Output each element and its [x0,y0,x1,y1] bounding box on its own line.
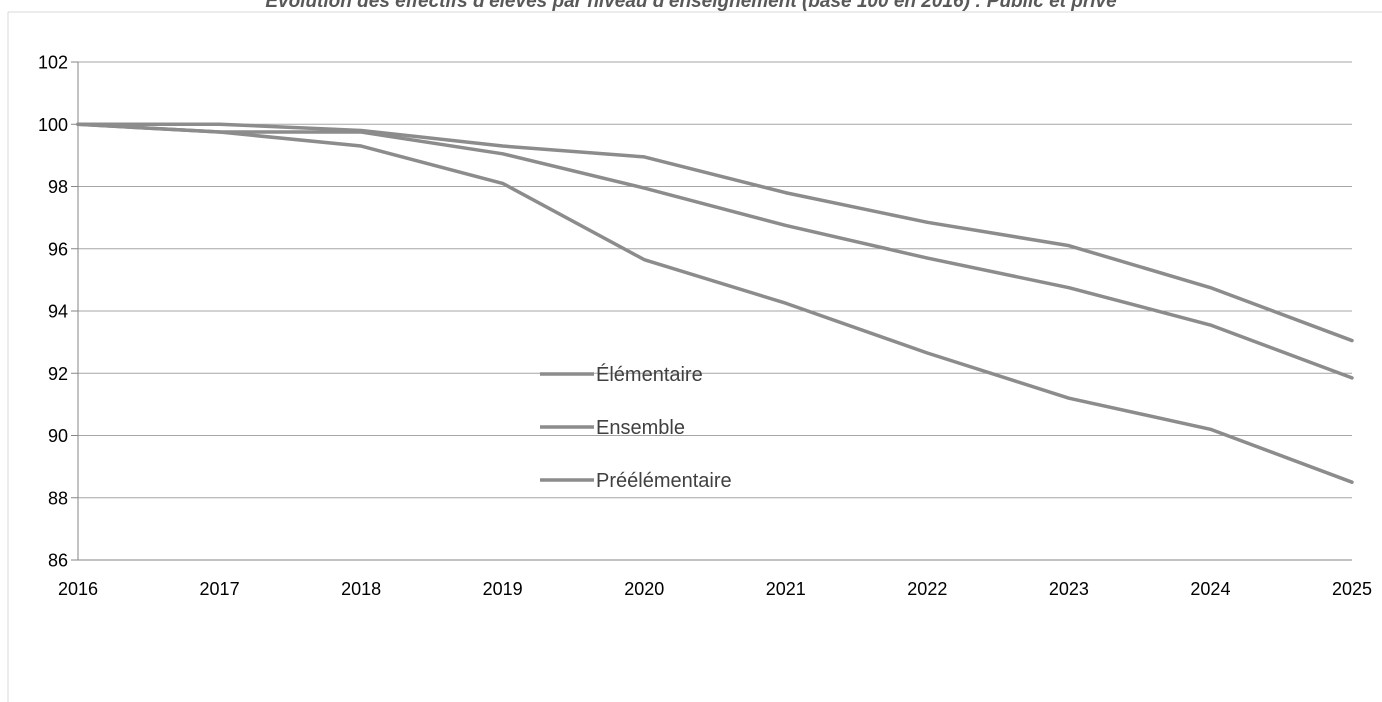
x-tick-label: 2017 [200,579,240,599]
data-point-ensemble-2022 [925,256,929,260]
data-point-preelementaire-2023 [1067,396,1071,400]
chart-title: Évolution des effectifs d'élèves par niv… [265,0,1117,12]
data-point-ensemble-2024 [1208,323,1212,327]
data-point-ensemble-2025 [1350,376,1354,380]
x-tick-label: 2019 [483,579,523,599]
x-tick-label: 2018 [341,579,381,599]
x-tick-label: 2022 [907,579,947,599]
x-tick-label: 2024 [1190,579,1230,599]
x-tick-label: 2021 [766,579,806,599]
y-tick-label: 92 [48,364,68,384]
data-point-ensemble-2023 [1067,286,1071,290]
data-point-elementaire-2023 [1067,244,1071,248]
y-tick-label: 88 [48,488,68,508]
data-point-elementaire-2022 [925,220,929,224]
data-point-preelementaire-2020 [642,258,646,262]
data-point-elementaire-2020 [642,155,646,159]
series-lines [76,122,1354,484]
data-point-preelementaire-2024 [1208,427,1212,431]
data-point-preelementaire-2025 [1350,480,1354,484]
legend-label-ensemble: Ensemble [596,417,685,439]
data-point-preelementaire-2018 [359,144,363,148]
y-tick-labels: 86 88 90 92 94 96 98 100 102 [38,53,68,571]
data-point-ensemble-2020 [642,186,646,190]
x-tick-label: 2023 [1049,579,1089,599]
legend: Élémentaire Ensemble Préélémentaire [540,363,732,492]
y-tick-label: 98 [48,177,68,197]
x-tick-label: 2016 [58,579,98,599]
x-tick-labels: 2016 2017 2018 2019 2020 2021 2022 2023 2024 2025 [58,579,1372,599]
axes [71,61,1352,561]
data-point-preelementaire-2016 [76,122,80,126]
data-point-elementaire-2025 [1350,339,1354,343]
gridlines [78,61,1352,499]
y-tick-label: 94 [48,302,68,322]
data-point-elementaire-2024 [1208,286,1212,290]
y-tick-label: 100 [38,115,68,135]
data-point-ensemble-2019 [501,152,505,156]
data-point-preelementaire-2021 [784,301,788,305]
data-point-preelementaire-2019 [501,181,505,185]
y-tick-label: 102 [38,53,68,73]
y-tick-label: 86 [48,551,68,571]
data-point-ensemble-2021 [784,223,788,227]
series-line-ensemble [76,122,1354,380]
y-tick-label: 90 [48,426,68,446]
legend-label-preelementaire: Préélémentaire [596,470,732,492]
data-point-elementaire-2017 [218,122,222,126]
data-point-preelementaire-2017 [218,130,222,134]
x-tick-label: 2020 [624,579,664,599]
data-point-elementaire-2021 [784,191,788,195]
series-line-preelementaire [76,122,1354,484]
legend-label-elementaire: Élémentaire [596,363,703,386]
series-line-elementaire [76,122,1354,343]
data-point-ensemble-2018 [359,130,363,134]
data-point-elementaire-2019 [501,144,505,148]
y-tick-label: 96 [48,239,68,259]
x-tick-label: 2025 [1332,579,1372,599]
data-point-preelementaire-2022 [925,351,929,355]
